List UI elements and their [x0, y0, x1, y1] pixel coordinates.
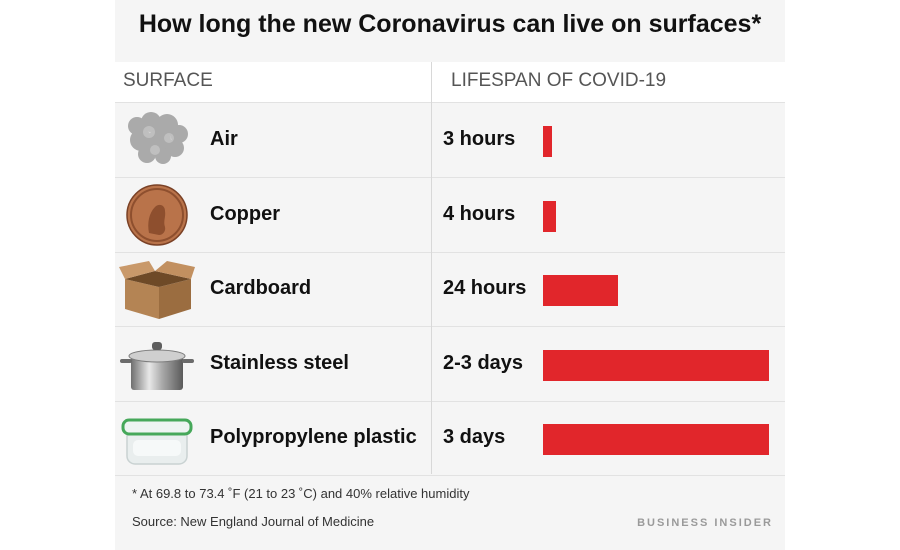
- table-row: Cardboard 24 hours: [115, 253, 785, 328]
- lifespan-bar: [543, 126, 553, 157]
- lifespan-bar: [543, 275, 619, 307]
- lifespan-label: 24 hours: [443, 277, 527, 300]
- plastic-container-icon: [119, 406, 195, 470]
- air-cloud-icon: [119, 108, 195, 172]
- cardboard-box-icon: [119, 257, 195, 321]
- source-note: Source: New England Journal of Medicine: [132, 514, 375, 529]
- column-divider: [431, 62, 432, 474]
- table-row: Polypropylene plastic 3 days: [115, 402, 785, 477]
- brand-logo: BUSINESS INSIDER: [637, 517, 773, 529]
- copper-penny-icon: [119, 183, 195, 247]
- chart-title: How long the new Coronavirus can live on…: [138, 10, 762, 38]
- lifespan-bar: [543, 424, 769, 456]
- surface-label: Air: [210, 128, 238, 150]
- footnote: * At 69.8 to 73.4 ˚F (21 to 23 ˚C) and 4…: [132, 486, 470, 501]
- lifespan-bar: [543, 200, 556, 232]
- lifespan-label: 2-3 days: [443, 351, 524, 374]
- surface-label: Polypropylene plastic: [210, 426, 417, 449]
- chart-card: How long the new Coronavirus can live on…: [115, 0, 785, 550]
- surface-label: Copper: [210, 202, 280, 225]
- lifespan-label: 3 days: [443, 426, 506, 449]
- table-row: Air 3 hours: [115, 104, 785, 178]
- table-row: Copper 4 hours: [115, 179, 785, 253]
- surface-label: Stainless steel: [210, 351, 349, 374]
- surface-column-header: SURFACE: [123, 70, 213, 91]
- table-row: Stainless steel 2-3 days: [115, 328, 785, 402]
- lifespan-label: 4 hours: [443, 202, 516, 225]
- table-header: SURFACE LIFESPAN OF COVID-19: [115, 62, 785, 103]
- surface-label: Cardboard: [210, 277, 312, 300]
- lifespan-column-header: LIFESPAN OF COVID-19: [451, 70, 667, 91]
- lifespan-bar: [543, 349, 769, 381]
- lifespan-label: 3 hours: [443, 128, 516, 150]
- stainless-steel-pot-icon: [119, 332, 195, 396]
